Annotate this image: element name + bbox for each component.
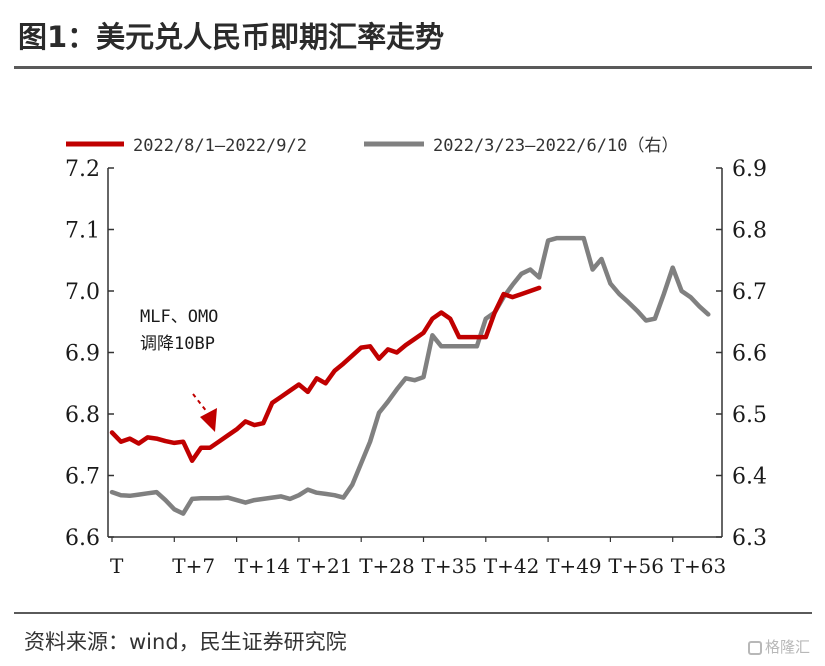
annotation-line-1: MLF、OMO [140,307,218,327]
right-y-tick-label: 6.7 [732,280,767,305]
x-tick-label: T+56 [608,554,664,578]
left-y-tick-label: 6.8 [65,403,100,428]
x-tick-label: T+49 [546,554,602,578]
chart-title: 图1：美元兑人民币即期汇率走势 [18,20,445,54]
x-tick-label: T+63 [671,554,727,578]
right-y-tick-label: 6.3 [732,526,767,551]
source-note: 资料来源：wind，民生证券研究院 [24,630,347,654]
left-y-tick-label: 7.1 [65,219,100,244]
series-line-right [109,235,711,516]
chart-legend: 2022/8/1—2022/9/2 2022/3/23—2022/6/10（右） [66,136,678,156]
x-tick-label: T+42 [484,554,540,578]
left-y-tick-label: 7.0 [65,280,100,305]
left-y-tick-label: 6.6 [65,526,100,551]
legend-label-left-series: 2022/8/1—2022/9/2 [133,136,307,156]
chart-axes: 6.6 6.7 6.8 6.9 7.0 7.1 7.2 6.3 6.4 6.5 6.6 6.7 6.8 6… [65,157,767,578]
annotation-arrow-head [200,408,217,432]
right-y-tick-label: 6.9 [732,157,767,182]
series-line-left [109,285,542,463]
left-y-tick-label: 6.9 [65,342,100,367]
left-y-tick-label: 6.7 [65,465,100,490]
legend-label-right-series: 2022/3/23—2022/6/10（右） [433,136,678,156]
x-tick-label: T+35 [422,554,478,578]
right-y-tick-label: 6.6 [732,342,767,367]
watermark-text: 格隆汇 [765,638,811,656]
x-tick-label: T+28 [359,554,415,578]
footer-divider [14,612,812,614]
annotation-arrow-shaft [192,393,208,413]
right-y-tick-label: 6.4 [732,465,767,490]
watermark-logo-icon [748,641,762,655]
watermark: 格隆汇 [748,636,810,657]
chart-series [109,235,711,516]
chart-annotation: MLF、OMO 调降10BP [140,307,218,432]
right-y-tick-label: 6.5 [732,403,767,428]
x-tick-label: T+21 [297,554,353,578]
x-tick-label: T+14 [235,554,291,578]
left-y-tick-label: 7.2 [65,157,100,182]
title-divider [14,66,812,69]
right-y-tick-label: 6.8 [732,219,767,244]
x-tick-label: T [110,554,124,578]
x-tick-label: T+7 [172,554,215,578]
annotation-line-2: 调降10BP [140,334,215,354]
